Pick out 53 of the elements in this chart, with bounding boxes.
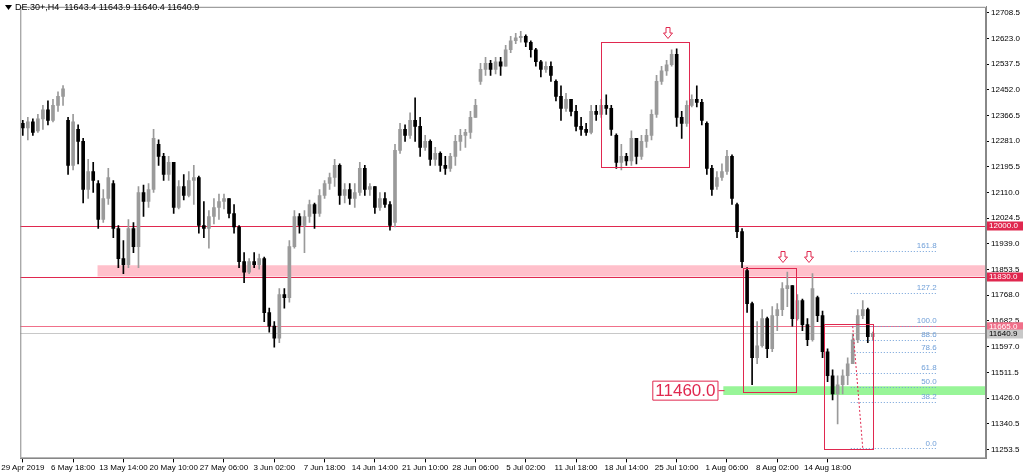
annotation: 61.8 — [921, 363, 938, 373]
y-tick-label: 12623.0 — [991, 33, 1021, 43]
annotation: 50.0 — [921, 377, 938, 387]
x-tick-label: 27 May 06:00 — [199, 463, 249, 473]
y-tick-label: 12452.0 — [991, 84, 1021, 94]
annotation: 161.8 — [916, 240, 938, 250]
x-tick-label: 28 Jun 06:00 — [452, 463, 500, 473]
y-tick-label: 11340.5 — [991, 418, 1020, 428]
annotation: 0.0 — [925, 438, 938, 448]
y-tick-label: 12366.5 — [991, 110, 1021, 120]
annotation: 38.2 — [921, 392, 938, 402]
x-tick-label: 18 Jul 14:00 — [604, 463, 649, 473]
annotation: 88.6 — [921, 330, 938, 340]
candlestick — [191, 165, 196, 205]
y-tick-label: 12110.0 — [991, 187, 1020, 197]
ref-line-label: 11830.0 — [989, 272, 1018, 282]
y-tick-label: 11511.5 — [991, 367, 1020, 377]
y-tick-label: 12024.5 — [991, 213, 1021, 223]
x-tick-label: 3 Jun 02:00 — [253, 463, 296, 473]
candlestick — [252, 252, 256, 268]
y-tick-label: 11253.5 — [991, 445, 1020, 455]
x-tick-label: 14 Jun 14:00 — [351, 463, 399, 473]
x-tick-label: 25 Jul 10:00 — [654, 463, 700, 473]
y-tick-label: 11597.0 — [991, 341, 1020, 351]
ref-line-label: 12000.0 — [989, 221, 1019, 231]
y-tick-label: 11853.5 — [991, 264, 1020, 274]
y-tick-label: 11939.0 — [991, 239, 1020, 249]
candlestick — [594, 105, 599, 121]
x-tick-label: 21 Jun 10:00 — [402, 463, 449, 473]
x-tick-label: 29 Apr 2019 — [1, 463, 45, 473]
x-tick-label: 7 Jun 18:00 — [303, 463, 347, 473]
x-tick-label: 20 May 10:00 — [149, 463, 199, 473]
y-tick-label: 12281.0 — [991, 136, 1021, 146]
y-tick-label: 12537.5 — [991, 59, 1021, 69]
ref-line-label: 11640.9 — [989, 329, 1018, 339]
x-tick-label: 1 Aug 06:00 — [705, 463, 749, 473]
annotation: 100.0 — [916, 316, 938, 326]
x-tick-label: 13 May 14:00 — [99, 463, 149, 473]
annotation: 78.6 — [921, 342, 938, 352]
x-tick-label: 8 Aug 02:00 — [755, 463, 800, 473]
x-tick-label: 6 May 18:00 — [51, 463, 96, 473]
x-tick-label: 14 Aug 18:00 — [803, 463, 852, 473]
y-tick-label: 11426.0 — [991, 393, 1020, 403]
y-tick-label: 12195.5 — [991, 162, 1021, 171]
y-tick-label: 11768.0 — [991, 290, 1020, 300]
y-tick-label: 12708.5 — [991, 7, 1021, 17]
annotation: 127.2 — [916, 283, 938, 293]
x-tick-label: 11 Jul 18:00 — [554, 463, 599, 473]
x-tick-label: 5 Jul 02:00 — [506, 463, 546, 473]
chart-title: DE.30+,H4 11643.4 11643.9 11640.4 11640.9 — [15, 2, 200, 12]
annotation: 11460.0 — [655, 381, 716, 401]
candlestick — [518, 31, 523, 43]
candlestick — [679, 111, 684, 139]
